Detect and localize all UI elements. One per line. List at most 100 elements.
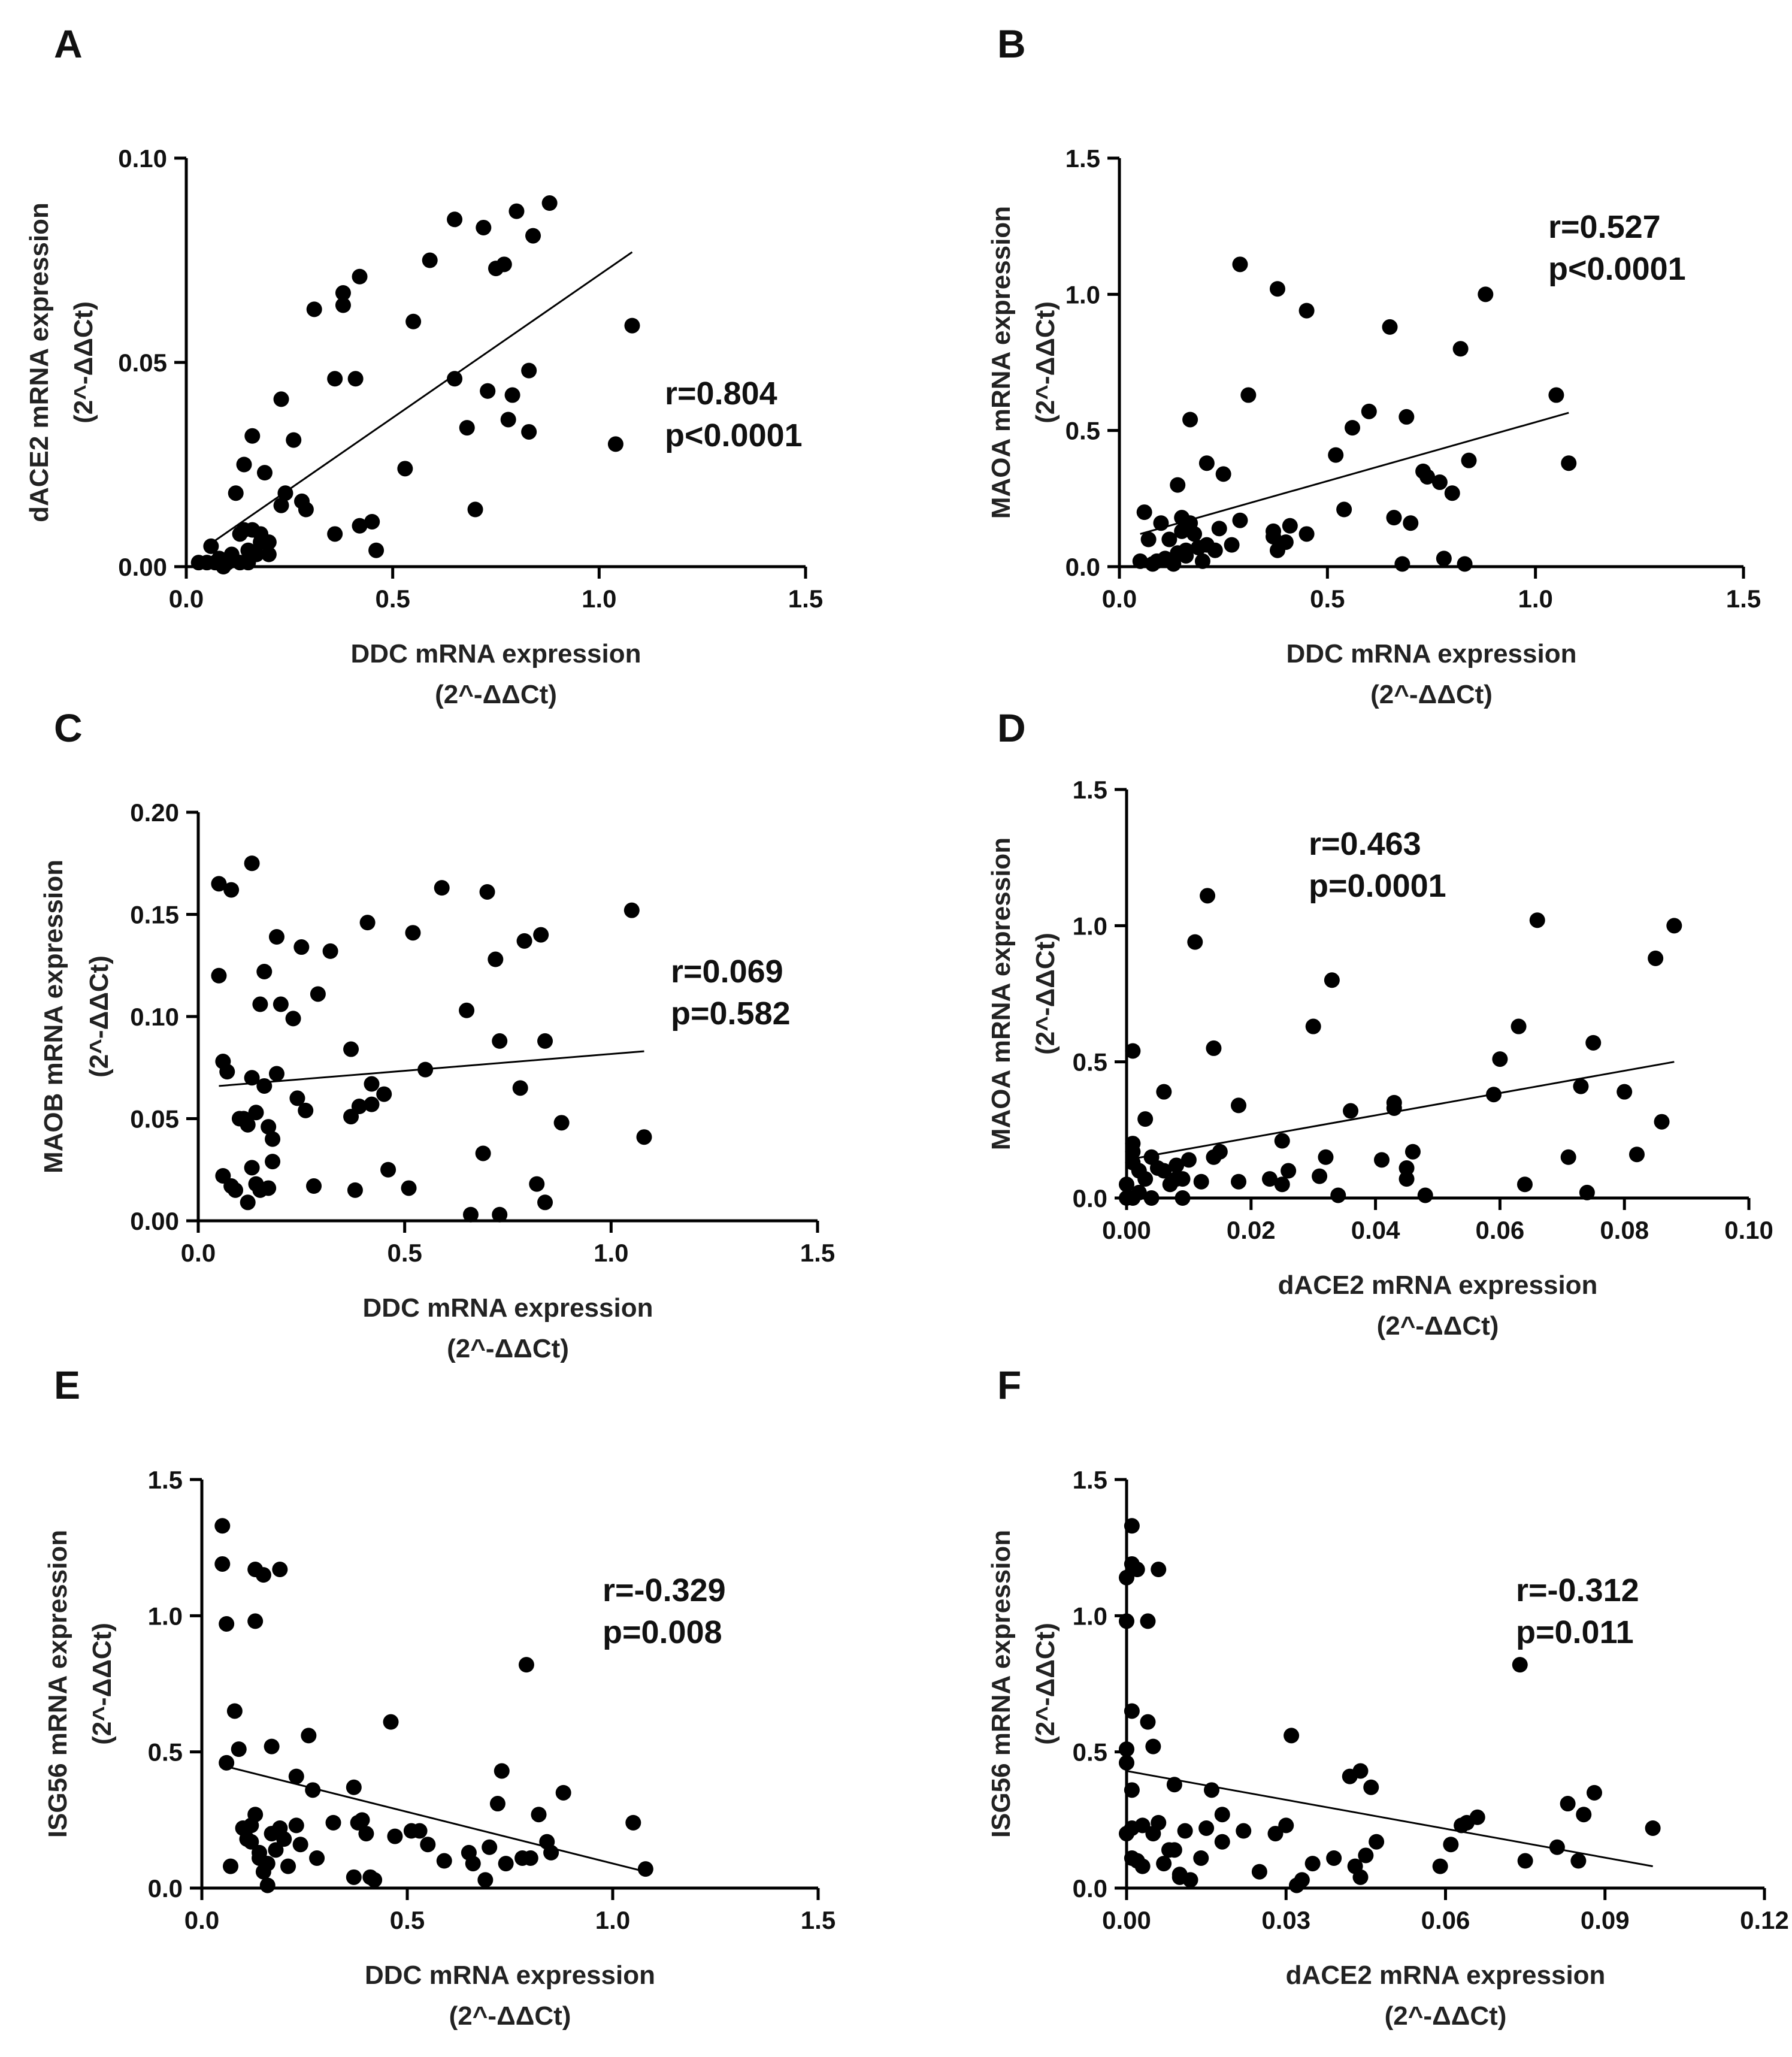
data-point: [248, 1105, 264, 1121]
data-point: [1175, 1190, 1191, 1206]
data-point: [1143, 1190, 1160, 1206]
data-point: [1443, 1837, 1459, 1853]
data-point: [1151, 1562, 1167, 1578]
data-point: [1140, 1714, 1156, 1730]
x-axis-title: DDC mRNA expression: [351, 639, 641, 668]
data-point: [1436, 550, 1452, 567]
x-tick-label: 1.5: [800, 1239, 835, 1267]
data-point: [1178, 547, 1194, 564]
data-point: [1386, 1094, 1402, 1111]
data-point: [1386, 510, 1402, 526]
data-point: [1452, 341, 1469, 357]
data-point: [1251, 1864, 1267, 1880]
data-point: [479, 884, 495, 900]
p-value: p<0.0001: [665, 418, 803, 453]
panel-letter-a: A: [54, 22, 83, 66]
x-tick-label: 1.0: [594, 1239, 628, 1267]
x-tick-label: 1.5: [801, 1906, 836, 1934]
data-point: [327, 526, 343, 542]
data-point: [1187, 934, 1203, 950]
p-value: p=0.0001: [1309, 868, 1446, 904]
data-point: [401, 1180, 417, 1196]
data-point: [1492, 1051, 1508, 1067]
data-point: [1560, 1149, 1576, 1165]
panel-letter-d: D: [997, 706, 1026, 750]
x-axis-title: (2^-ΔΔCt): [1377, 1311, 1499, 1341]
data-point: [306, 1178, 322, 1194]
data-point: [1198, 455, 1215, 471]
panel-letter-b: B: [997, 22, 1026, 66]
data-point: [223, 882, 240, 898]
data-point: [1330, 1187, 1346, 1203]
data-point: [1373, 1152, 1390, 1168]
data-point: [1431, 474, 1448, 491]
data-point: [301, 1728, 317, 1744]
data-point: [1153, 515, 1169, 531]
data-point: [1166, 1842, 1182, 1858]
data-point: [636, 1129, 652, 1145]
data-point: [277, 485, 293, 501]
data-point: [1211, 521, 1227, 537]
x-tick-label: 0.5: [1310, 585, 1345, 613]
x-tick-label: 0.12: [1740, 1906, 1789, 1934]
data-point: [1399, 409, 1415, 425]
data-point: [1232, 256, 1248, 273]
y-tick-label: 0.10: [118, 144, 167, 173]
data-point: [1382, 319, 1398, 335]
data-point: [525, 228, 541, 244]
x-tick-label: 1.0: [1518, 585, 1552, 613]
x-axis-title: DDC mRNA expression: [365, 1961, 655, 1990]
data-point: [1324, 972, 1340, 988]
data-point: [285, 1011, 301, 1027]
panel-letter-f: F: [997, 1363, 1021, 1407]
data-point: [537, 1033, 553, 1049]
data-point: [1134, 1817, 1151, 1834]
x-tick-label: 1.5: [1726, 585, 1761, 613]
y-axis-title: (2^-ΔΔCt): [1031, 301, 1060, 424]
data-point: [512, 1080, 528, 1096]
y-tick-label: 0.00: [118, 553, 167, 581]
data-point: [1561, 455, 1577, 471]
data-point: [228, 1182, 244, 1198]
data-point: [1573, 1078, 1589, 1094]
x-axis-title: (2^-ΔΔCt): [435, 680, 557, 709]
data-point: [637, 1861, 653, 1877]
data-point: [531, 1807, 547, 1823]
data-point: [1318, 1149, 1334, 1165]
data-point: [1119, 1176, 1134, 1193]
data-point: [1645, 1820, 1661, 1836]
data-point: [1124, 1518, 1140, 1534]
data-point: [1170, 477, 1186, 493]
data-point: [259, 1877, 276, 1893]
data-point: [273, 391, 289, 407]
data-point: [1444, 485, 1460, 501]
x-tick-label: 0.00: [1102, 1216, 1151, 1244]
x-axis-title: DDC mRNA expression: [1287, 639, 1577, 668]
data-point: [261, 1119, 277, 1135]
data-point: [1403, 515, 1419, 531]
data-point: [211, 876, 227, 892]
y-tick-label: 0.00: [130, 1207, 179, 1235]
data-point: [462, 1206, 479, 1223]
y-tick-label: 0.0: [1073, 1184, 1107, 1212]
data-point: [498, 1856, 514, 1872]
data-point: [555, 1784, 571, 1801]
data-point: [504, 387, 520, 403]
x-tick-label: 0.04: [1351, 1216, 1400, 1244]
data-point: [306, 301, 322, 317]
data-point: [1231, 1097, 1247, 1114]
data-point: [1457, 556, 1473, 572]
data-point: [322, 943, 338, 959]
data-point: [1512, 1657, 1528, 1673]
x-tick-label: 0.0: [184, 1906, 219, 1934]
data-point: [1560, 1796, 1576, 1812]
y-axis-title: ISG56 mRNA expression: [43, 1530, 72, 1838]
data-point: [335, 285, 351, 301]
y-tick-label: 0.20: [130, 798, 179, 827]
y-tick-label: 1.5: [1073, 776, 1107, 804]
data-point: [541, 195, 558, 211]
data-point: [387, 1828, 403, 1844]
data-point: [1266, 523, 1282, 539]
data-point: [293, 939, 310, 955]
data-point: [1169, 1157, 1185, 1173]
